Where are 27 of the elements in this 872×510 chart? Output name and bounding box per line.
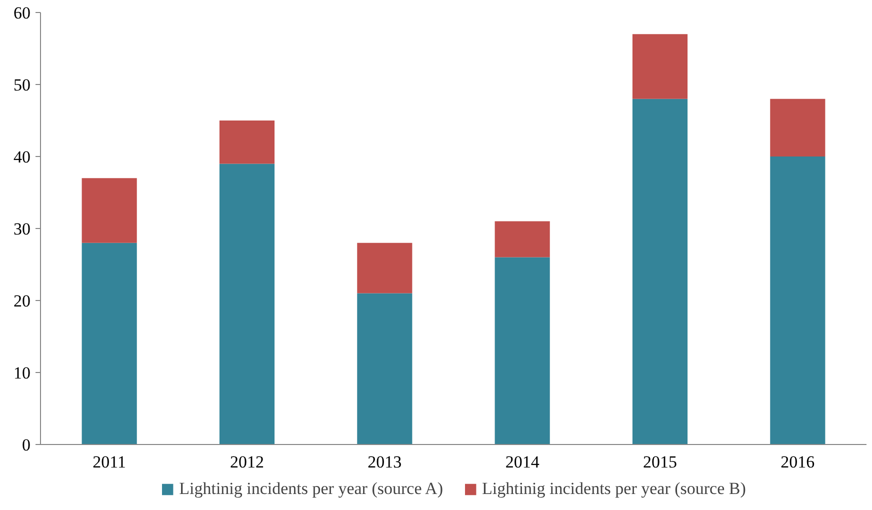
y-tick-label: 0	[22, 436, 30, 454]
x-tick-label: 2013	[368, 452, 402, 472]
bar	[219, 164, 275, 444]
bar	[770, 156, 826, 444]
legend-label: Lightinig incidents per year (source B)	[482, 479, 746, 499]
y-tick-label: 10	[14, 364, 30, 382]
bar	[82, 178, 137, 243]
bar	[632, 98, 688, 444]
bar	[770, 98, 826, 156]
x-tick-label: 2014	[505, 452, 540, 472]
x-tick-label: 2016	[780, 452, 815, 472]
y-tick-label: 60	[14, 4, 30, 22]
legend-label: Lightinig incidents per year (source A)	[179, 479, 443, 499]
bar	[494, 257, 550, 444]
bar	[357, 293, 412, 444]
bar	[219, 120, 275, 164]
bar	[632, 34, 688, 99]
bar	[82, 242, 137, 444]
y-tick-label: 50	[14, 76, 30, 94]
x-tick-label: 2015	[643, 452, 677, 472]
x-tick-label: 2011	[92, 452, 126, 472]
bar	[357, 242, 412, 294]
x-tick-label: 2012	[230, 452, 264, 472]
y-tick-label: 30	[14, 220, 30, 238]
bar	[494, 221, 550, 258]
y-tick-label: 20	[14, 292, 30, 310]
y-tick-label: 40	[14, 148, 30, 166]
